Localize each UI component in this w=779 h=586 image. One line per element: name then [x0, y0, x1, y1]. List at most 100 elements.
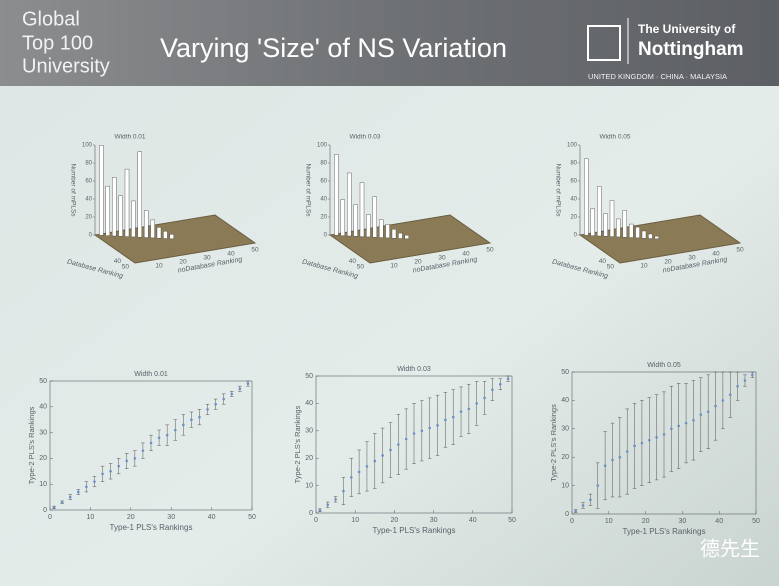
point — [76, 490, 80, 494]
z-tick-label: 40 — [85, 197, 92, 203]
x-label: Type-1 PLS's Rankings — [110, 523, 193, 532]
badge-line: University — [22, 55, 110, 77]
y-tick-label: 40 — [462, 251, 470, 258]
point — [611, 458, 614, 462]
z-tick-label: 20 — [570, 215, 577, 221]
bar — [648, 233, 653, 239]
logo-crest — [587, 25, 621, 61]
point — [206, 408, 209, 411]
point — [109, 470, 112, 473]
x-tick-label: 40 — [208, 514, 216, 521]
point — [491, 388, 494, 392]
bar — [99, 145, 104, 236]
y-label: Type-2 PLS's Rankings — [549, 404, 558, 482]
point — [633, 444, 636, 448]
x-tick-label: 40 — [349, 258, 357, 265]
point — [596, 484, 600, 487]
floor — [578, 214, 742, 264]
point — [574, 509, 577, 513]
point — [728, 393, 732, 397]
z-tick-label: 100 — [567, 143, 578, 149]
y-label: Type-2 PLS's Rankings — [293, 405, 302, 483]
bar — [398, 232, 403, 239]
y-tick-label: 30 — [39, 429, 47, 436]
point — [670, 427, 673, 431]
point — [318, 508, 322, 512]
y-tick-label: 50 — [736, 247, 744, 254]
bar — [340, 199, 345, 236]
z-tick-label: 60 — [570, 179, 577, 185]
point — [743, 379, 747, 382]
point — [475, 402, 479, 405]
z-tick-label: 0 — [324, 233, 328, 239]
y-tick-label: 20 — [664, 259, 672, 266]
x-tick-label: 40 — [599, 258, 607, 265]
point — [483, 396, 486, 400]
z-tick-label: 60 — [320, 179, 327, 185]
point — [125, 459, 129, 463]
z-tick-label: 80 — [320, 161, 327, 167]
point — [640, 441, 644, 445]
bar — [629, 223, 634, 238]
z-tick-label: 20 — [85, 215, 92, 221]
y-tick-label: 20 — [414, 259, 422, 266]
point — [365, 465, 369, 468]
university-name: Nottingham — [638, 39, 744, 60]
chart-title: Width 0.05 — [599, 134, 630, 141]
plot-frame — [571, 371, 757, 515]
y-tick-label: 40 — [712, 251, 720, 258]
point — [214, 402, 217, 406]
point — [428, 426, 431, 430]
point — [692, 418, 695, 422]
point — [173, 428, 177, 432]
x-tick-label: 10 — [351, 517, 359, 524]
point — [389, 448, 392, 452]
bar — [163, 231, 168, 239]
chart-title: Width 0.01 — [114, 134, 145, 141]
point — [52, 506, 56, 509]
bar — [359, 182, 365, 237]
badge: Global Top 100 University — [22, 8, 110, 77]
point — [618, 455, 622, 459]
y-tick-label: 10 — [305, 482, 313, 489]
bar — [641, 230, 647, 239]
bar — [118, 195, 123, 237]
badge-line: Global — [22, 8, 80, 30]
point — [149, 441, 153, 445]
slide-title: Varying 'Size' of NS Variation — [160, 33, 507, 63]
point — [141, 449, 145, 452]
point — [397, 443, 400, 446]
y-tick-label: 10 — [39, 481, 47, 488]
point — [157, 436, 161, 440]
floor — [328, 214, 492, 264]
point — [68, 495, 72, 499]
bar — [603, 213, 608, 237]
logo: The University of Nottingham UNITED KING… — [587, 18, 744, 81]
point — [647, 438, 651, 442]
y-tick-label: 50 — [561, 369, 569, 376]
plot-frame — [315, 375, 513, 514]
bar — [353, 204, 358, 237]
x-tick-label: 30 — [679, 518, 687, 525]
x-tick-label: 50 — [122, 264, 130, 271]
point — [60, 500, 64, 504]
z-tick-label: 40 — [570, 197, 577, 203]
bar — [111, 177, 117, 237]
y-tick-label: 50 — [486, 247, 494, 254]
point — [349, 476, 353, 479]
bar — [635, 226, 640, 239]
x-tick-label: 50 — [248, 514, 256, 521]
x-tick-label: 40 — [114, 258, 122, 265]
z-tick-label: 0 — [89, 233, 93, 239]
y-tick-label: 40 — [305, 400, 313, 407]
y-tick-label: 20 — [305, 455, 313, 462]
point — [677, 424, 681, 428]
point — [238, 387, 242, 391]
point — [190, 418, 193, 422]
x-tick-label: 20 — [127, 514, 135, 521]
x-tick-label: 30 — [430, 517, 438, 524]
bar — [150, 219, 155, 239]
point — [436, 424, 439, 427]
